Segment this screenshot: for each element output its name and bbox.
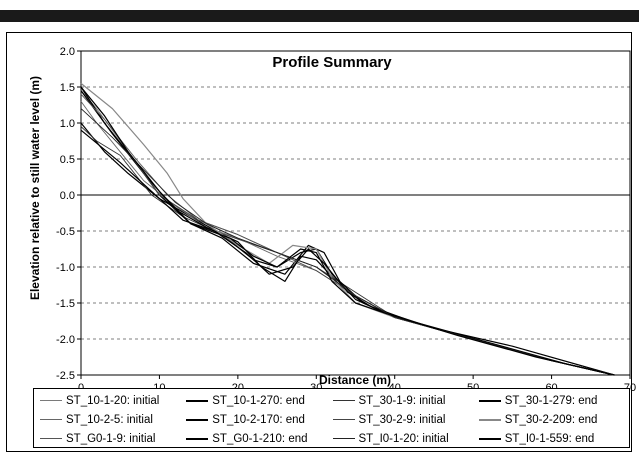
- header-bar: [0, 10, 639, 22]
- legend-item: ST_30-2-209: end: [478, 410, 625, 429]
- legend-item: ST_G0-1-9: initial: [40, 429, 186, 448]
- legend-label: ST_30-1-9: initial: [358, 394, 446, 407]
- legend-swatch: [40, 419, 62, 420]
- chart-title: Profile Summary: [272, 54, 392, 71]
- legend-item: ST_30-2-9: initial: [332, 410, 479, 429]
- y-tick-label: -2.5: [56, 370, 75, 382]
- y-tick-label: 1.0: [60, 118, 75, 130]
- y-tick-label: -2.0: [56, 334, 75, 346]
- legend-item: ST_10-1-20: initial: [40, 391, 186, 410]
- legend-label: ST_30-2-9: initial: [358, 413, 446, 426]
- y-tick-label: 0.5: [60, 154, 75, 166]
- plot-area: [80, 50, 631, 376]
- legend-swatch: [478, 437, 501, 440]
- y-tick-label: 0.0: [60, 190, 75, 202]
- y-tick-label: 1.5: [60, 82, 75, 94]
- legend-swatch: [332, 438, 355, 439]
- legend-label: ST_G0-1-210: end: [212, 432, 308, 445]
- legend-swatch: [332, 400, 355, 401]
- y-tick-label: -1.5: [56, 298, 75, 310]
- y-tick-label: -1.0: [56, 262, 75, 274]
- legend-item: ST_30-1-9: initial: [332, 391, 479, 410]
- legend-item: ST_30-1-279: end: [478, 391, 625, 410]
- y-tick-label: -0.5: [56, 226, 75, 238]
- legend-item: ST_10-2-170: end: [186, 410, 332, 429]
- legend-label: ST_30-2-209: end: [504, 413, 598, 426]
- legend-swatch: [478, 399, 501, 402]
- legend: ST_10-1-20: initial ST_10-1-270: end ST_30…: [33, 388, 630, 448]
- y-tick-label: 2.0: [60, 46, 75, 58]
- legend-label: ST_10-2-170: end: [212, 413, 305, 426]
- legend-item: ST_I0-1-20: initial: [332, 429, 479, 448]
- legend-label: ST_I0-1-559: end: [504, 432, 595, 445]
- legend-label: ST_10-1-270: end: [212, 394, 305, 407]
- legend-item: ST_10-2-5: initial: [40, 410, 186, 429]
- legend-label: ST_30-1-279: end: [504, 394, 598, 407]
- legend-label: ST_G0-1-9: initial: [66, 432, 156, 445]
- legend-label: ST_10-2-5: initial: [66, 413, 153, 426]
- x-axis-label: Distance (m): [319, 373, 391, 387]
- series-line-11: [80, 86, 615, 376]
- legend-item: ST_10-1-270: end: [186, 391, 332, 410]
- legend-item: ST_I0-1-559: end: [478, 429, 625, 448]
- series-line-9: [80, 129, 615, 376]
- legend-swatch: [186, 399, 209, 402]
- legend-label: ST_I0-1-20: initial: [358, 432, 449, 445]
- legend-swatch: [478, 418, 501, 421]
- legend-swatch: [186, 437, 209, 440]
- legend-swatch: [40, 438, 62, 439]
- legend-item: ST_G0-1-210: end: [186, 429, 332, 448]
- legend-swatch: [332, 419, 355, 420]
- legend-swatch: [40, 400, 62, 401]
- legend-label: ST_10-1-20: initial: [66, 394, 160, 407]
- series-line-10: [80, 108, 615, 376]
- legend-swatch: [186, 418, 209, 421]
- y-axis-label: Elevation relative to still water level …: [28, 76, 42, 300]
